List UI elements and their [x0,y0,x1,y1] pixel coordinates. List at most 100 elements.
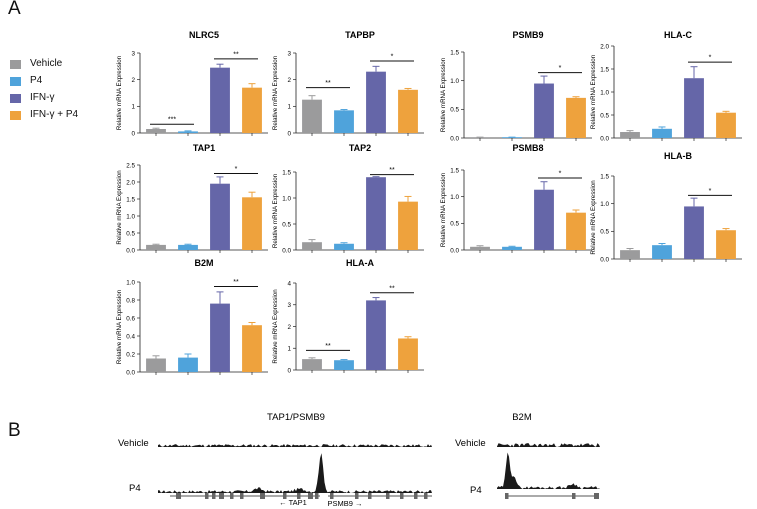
chart-title: TAP1 [193,143,215,153]
y-tick-label: 3 [287,302,291,309]
y-axis-label: Relative mRNA Expression [440,57,447,132]
y-tick-label: 0.5 [600,229,609,236]
y-tick-label: 0.0 [450,135,459,142]
track-row-label-vehicle-right: Vehicle [455,438,486,449]
gene-exon-psmb9 [330,493,334,499]
gene-exon-tap1 [308,493,313,499]
bar-p4 [652,128,672,138]
chart-title: TAP2 [349,143,371,153]
gene-label-tap1: ← TAP1 [279,498,307,507]
y-axis-label: Relative mRNA Expression [272,289,279,364]
y-tick-label: 1 [287,346,291,353]
bar-vehicle [470,246,490,250]
gene-exon-tap1 [240,493,244,499]
significance-stars: *** [168,117,176,124]
bar-ifn [366,177,386,250]
significance-stars: ** [389,167,395,174]
chart-hla-a: HLA-A Relative mRNA Expression 0 1 2 3 4 ** ** [272,258,424,374]
gene-exon-tap1 [260,493,265,499]
track-row-label-vehicle-left: Vehicle [118,438,149,449]
coverage-p4-tap1-psmb9 [158,453,432,493]
legend-swatch-p4 [10,77,21,86]
legend-label-p4: P4 [30,75,43,86]
y-tick-label: 2.0 [126,179,135,186]
bar-ifn-p4 [242,325,262,372]
chart-title: TAPBP [345,30,375,40]
coverage-vehicle-tap1-psmb9 [158,444,432,447]
gene-exon-b2m [505,493,509,499]
bar-ifn [210,183,230,250]
legend-item-ifn-gamma-p4: IFN-γ + P4 [10,109,120,123]
legend-item-p4: P4 [10,75,120,89]
y-tick-label: 0.2 [126,351,135,358]
bar-ifn [366,300,386,370]
y-tick-label: 0.5 [126,230,135,237]
y-tick-label: 0.0 [126,247,135,254]
y-tick-label: 2 [287,77,291,84]
legend-item-vehicle: Vehicle [10,58,120,72]
gene-exon-psmb9 [414,493,418,499]
significance-stars: * [235,166,238,173]
y-tick-label: 0.0 [600,135,609,142]
gene-exon-b2m [594,493,599,499]
y-tick-label: 0.0 [282,247,291,254]
y-tick-label: 0.5 [600,112,609,119]
bar-vehicle [302,359,322,370]
bar-vehicle [146,129,166,133]
y-tick-label: 1 [287,104,291,111]
y-tick-label: 1.5 [600,66,609,73]
significance-stars: ** [325,80,331,87]
bar-ifn [534,189,554,250]
bar-p4 [502,246,522,250]
gene-label-psmb9: PSMB9 → [327,499,362,508]
y-tick-label: 1 [131,104,135,111]
y-axis-label: Relative mRNA Expression [116,170,123,245]
y-tick-label: 3 [131,50,135,57]
y-axis-label: Relative mRNA Expression [272,173,279,248]
coverage-p4-b2m [497,452,600,489]
chart-title: HLA-A [346,258,374,268]
gene-exon-tap1 [212,493,216,499]
bar-ifn-p4 [242,87,262,133]
panel-a-label: A [8,0,21,19]
bar-ifn-p4 [398,338,418,370]
bar-p4 [334,360,354,370]
y-tick-label: 1.0 [600,89,609,96]
bar-ifn-p4 [566,97,586,138]
significance-stars: ** [233,279,239,286]
bar-ifn-p4 [566,212,586,250]
gene-exon-psmb9 [355,493,359,499]
bar-ifn-p4 [242,197,262,250]
gene-exon-tap1 [176,493,181,499]
legend-swatch-ifn-gamma-p4 [10,111,21,120]
y-axis-label: Relative mRNA Expression [116,55,123,130]
track-row-label-p4-right: P4 [470,485,482,496]
chart-title: PSMB8 [512,143,543,153]
y-tick-label: 1.5 [600,173,609,180]
y-tick-label: 1.5 [126,196,135,203]
bar-vehicle [620,250,640,259]
bar-p4 [652,245,672,259]
track-title-tap1-psmb9: TAP1/PSMB9 [267,412,325,423]
significance-stars: * [559,65,562,72]
bar-ifn [684,78,704,138]
gene-exon-psmb9 [424,493,428,499]
y-tick-label: 3 [287,50,291,57]
bar-ifn [366,71,386,133]
bar-p4 [334,243,354,250]
y-tick-label: 1.0 [450,194,459,201]
gene-exon-tap1 [297,493,301,499]
y-tick-label: 0 [131,130,135,137]
significance-stars: * [391,54,394,61]
y-tick-label: 0.5 [450,107,459,114]
bar-ifn-p4 [716,112,736,138]
gene-exon-b2m [572,493,576,499]
track-title-b2m: B2M [512,412,532,423]
y-tick-label: 1.0 [126,279,135,286]
bar-ifn [210,303,230,372]
chart-title: HLA-C [664,30,692,40]
